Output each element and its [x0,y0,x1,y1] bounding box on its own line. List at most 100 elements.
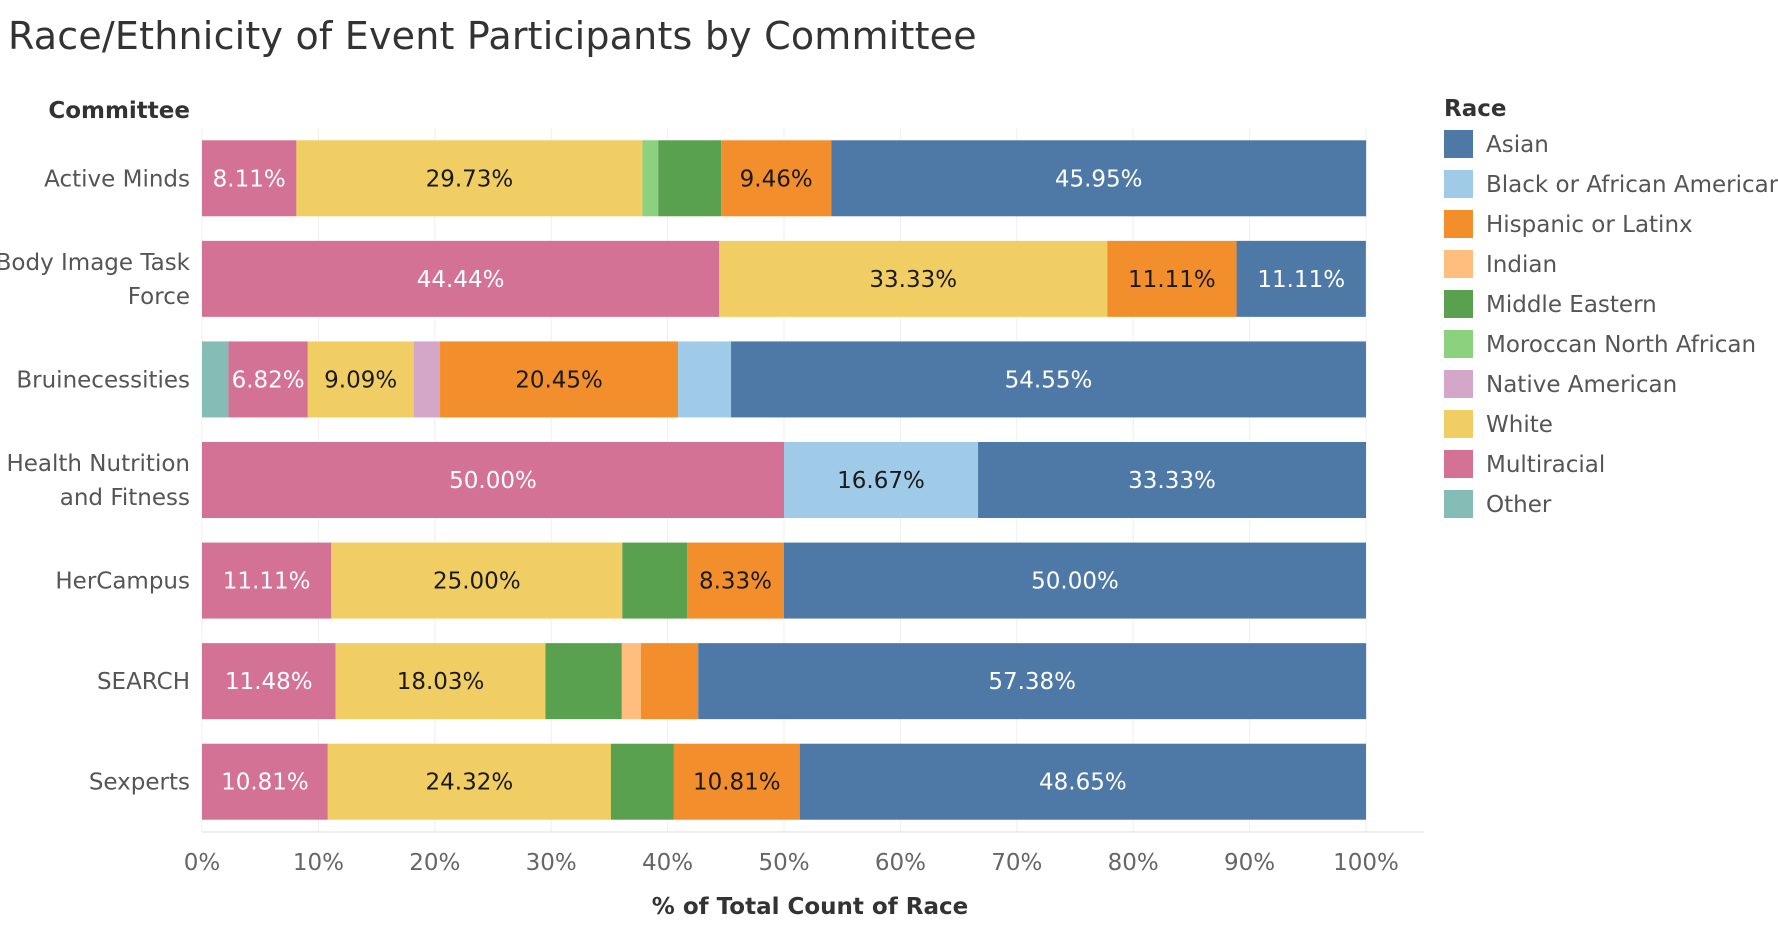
bar-segment-search-hispanic-or-latinx [640,643,699,720]
legend-swatch-middle-eastern [1444,290,1473,318]
legend-swatch-black-or-african-american [1444,170,1473,198]
bar-segment-bruinecessities-other [202,341,229,418]
data-label-body-image-task-force-white: 33.33% [869,267,957,293]
data-label-bruinecessities-asian: 54.55% [1005,367,1093,393]
bar-segment-active-minds-multiracial [202,140,297,217]
bar-segment-body-image-task-force-hispanic-or-latinx [1107,240,1237,317]
data-label-health-nutrition-and-fitness-multiracial: 50.00% [449,468,537,494]
bars-layer [202,140,1367,820]
data-label-active-minds-multiracial: 8.11% [213,166,286,192]
x-tick-label: 90% [1224,850,1275,876]
bar-segment-bruinecessities-black-or-african-american [678,341,732,418]
category-label-hercampus: HerCampus [55,569,190,595]
bar-segment-active-minds-hispanic-or-latinx [721,140,832,217]
bar-segment-body-image-task-force-asian [1236,240,1366,317]
data-label-bruinecessities-hispanic-or-latinx: 20.45% [515,367,603,393]
bar-segment-bruinecessities-native-american [413,341,441,418]
data-label-sexperts-white: 24.32% [426,770,514,796]
x-tick-label: 0% [184,850,221,876]
bar-segment-body-image-task-force-multiracial [202,240,720,317]
bar-segment-hercampus-middle-eastern [622,542,688,619]
legend-label-hispanic-or-latinx: Hispanic or Latinx [1486,212,1693,238]
bar-segment-hercampus-multiracial [202,542,332,619]
category-label-health-nutrition-and-fitness: Health Nutrition and Fitness [6,451,190,511]
bar-segment-sexperts-multiracial [202,743,328,820]
legend-label-moroccan-north-african: Moroccan North African [1486,332,1756,358]
bar-segment-sexperts-hispanic-or-latinx [673,743,800,820]
legend-swatch-indian [1444,250,1473,278]
x-tick-label: 80% [1108,850,1159,876]
legend-label-black-or-african-american: Black or African American [1486,172,1778,198]
legend-swatch-multiracial [1444,450,1473,478]
x-tick-label: 10% [293,850,344,876]
legend: Race Asian Black or African American Hispa… [1444,96,1778,518]
legend-swatch-hispanic-or-latinx [1444,210,1473,238]
data-label-bruinecessities-white: 9.09% [324,367,397,393]
bar-segment-search-indian [621,643,641,720]
data-label-hercampus-white: 25.00% [433,569,521,595]
bar-segment-sexperts-middle-eastern [610,743,674,820]
data-label-sexperts-asian: 48.65% [1039,770,1127,796]
x-tick-label: 50% [758,850,809,876]
legend-label-multiracial: Multiracial [1486,452,1605,478]
legend-label-asian: Asian [1486,132,1549,158]
x-tick-label: 70% [991,850,1042,876]
bar-segment-bruinecessities-white [307,341,414,418]
bar-segment-body-image-task-force-white [719,240,1108,317]
category-label-active-minds: Active Minds [44,166,190,192]
data-label-health-nutrition-and-fitness-black-or-african-american: 16.67% [837,468,925,494]
bar-segment-search-asian [698,643,1367,720]
legend-label-middle-eastern: Middle Eastern [1486,292,1657,318]
data-label-search-multiracial: 11.48% [225,669,313,695]
data-labels-layer: 8.11% 29.73% 9.46% 45.95% 44.44% 33.33% 11.11%… [213,166,1345,795]
bar-segment-active-minds-asian [831,140,1367,217]
data-label-body-image-task-force-multiracial: 44.44% [417,267,505,293]
x-tick-label: 30% [526,850,577,876]
legend-label-other: Other [1486,492,1552,518]
data-label-hercampus-hispanic-or-latinx: 8.33% [699,569,772,595]
legend-label-white: White [1486,412,1553,438]
bar-segment-health-nutrition-and-fitness-black-or-african-american [784,442,979,518]
data-label-bruinecessities-multiracial: 6.82% [232,367,305,393]
bar-segment-bruinecessities-asian [731,341,1366,418]
axis-layer: 0% 10% 20% 30% 40% 50% 60% 70% 80% 90% 100% Active … [0,166,1424,876]
data-label-search-white: 18.03% [397,669,485,695]
bar-segment-bruinecessities-hispanic-or-latinx [440,341,679,418]
data-label-hercampus-asian: 50.00% [1031,569,1119,595]
category-label-bruinecessities: Bruinecessities [16,367,190,393]
legend-label-indian: Indian [1486,252,1557,278]
x-tick-label: 40% [642,850,693,876]
bar-segment-sexperts-white [327,743,611,820]
data-label-active-minds-white: 29.73% [426,166,514,192]
legend-swatch-asian [1444,130,1473,158]
legend-label-native-american: Native American [1486,372,1677,398]
category-label-search: SEARCH [97,669,190,695]
bar-segment-active-minds-white [296,140,643,217]
bar-segment-search-multiracial [202,643,336,720]
bar-segment-search-middle-eastern [545,643,622,720]
x-tick-label: 100% [1333,850,1399,876]
x-tick-label: 60% [875,850,926,876]
row-header: Committee [48,98,190,124]
data-label-active-minds-asian: 45.95% [1055,166,1143,192]
x-tick-label: 20% [409,850,460,876]
bar-segment-active-minds-middle-eastern [658,140,722,217]
bar-segment-hercampus-asian [784,542,1366,619]
data-label-active-minds-hispanic-or-latinx: 9.46% [740,166,813,192]
data-label-body-image-task-force-asian: 11.11% [1257,267,1345,293]
bar-segment-active-minds-moroccan-north-african [642,140,659,217]
legend-swatch-other [1444,490,1473,518]
data-label-search-asian: 57.38% [988,669,1076,695]
data-label-body-image-task-force-hispanic-or-latinx: 11.11% [1128,267,1216,293]
bar-segment-health-nutrition-and-fitness-multiracial [202,442,784,518]
bar-segment-search-white [335,643,546,720]
data-label-hercampus-multiracial: 11.11% [223,569,311,595]
bar-segment-hercampus-white [331,542,623,619]
bar-segment-health-nutrition-and-fitness-asian [978,442,1366,518]
x-axis-title: % of Total Count of Race [652,894,968,920]
data-label-sexperts-hispanic-or-latinx: 10.81% [693,770,781,796]
bar-segment-sexperts-asian [799,743,1366,820]
bar-segment-hercampus-hispanic-or-latinx [687,542,784,619]
data-label-sexperts-multiracial: 10.81% [221,770,309,796]
